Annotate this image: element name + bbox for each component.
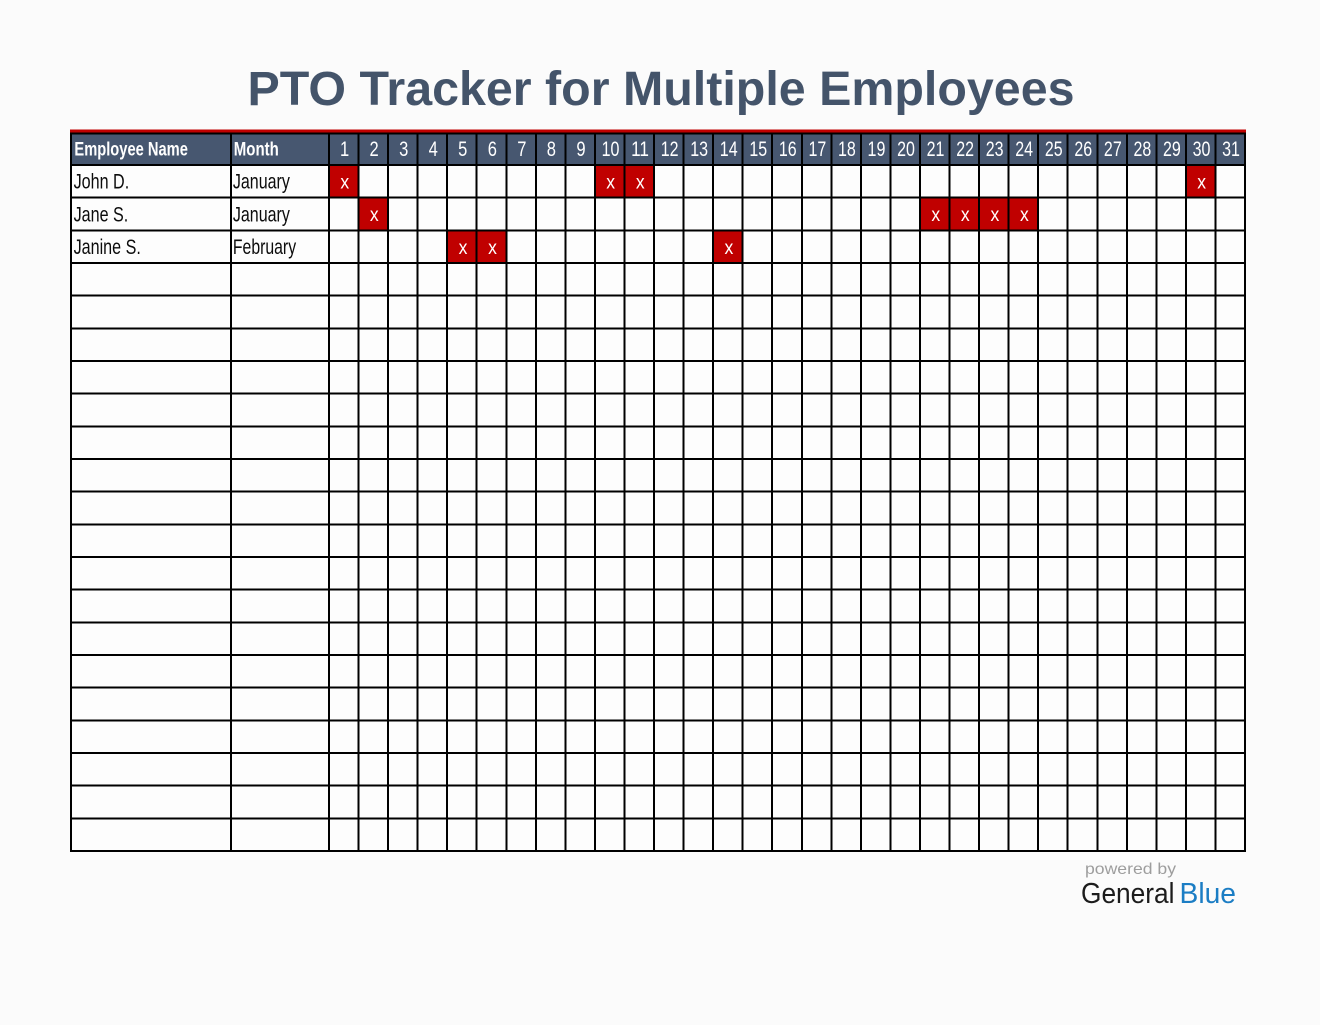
svg-text:10: 10 [602,138,620,161]
svg-text:x: x [961,204,970,226]
svg-text:22: 22 [956,138,974,161]
svg-text:x: x [636,172,645,194]
svg-text:January: January [233,171,290,194]
svg-text:14: 14 [720,138,738,161]
svg-text:18: 18 [838,138,856,161]
svg-text:January: January [233,203,290,226]
svg-text:x: x [1020,204,1029,226]
svg-text:x: x [990,204,999,226]
svg-text:powered by: powered by [1085,861,1176,878]
svg-text:5: 5 [458,138,467,161]
svg-text:7: 7 [517,138,526,161]
svg-text:11: 11 [631,138,649,161]
svg-text:Janine S.: Janine S. [74,236,141,259]
svg-text:30: 30 [1193,138,1211,161]
svg-text:20: 20 [897,138,915,161]
svg-text:25: 25 [1045,138,1063,161]
svg-text:Blue: Blue [1180,878,1237,910]
svg-text:x: x [725,237,734,259]
svg-text:John D.: John D. [74,171,130,194]
svg-text:February: February [233,236,297,259]
svg-text:x: x [931,204,940,226]
svg-text:13: 13 [690,138,708,161]
svg-text:PTO Tracker for Multiple Emplo: PTO Tracker for Multiple Employees [248,63,1075,116]
svg-text:17: 17 [808,138,826,161]
svg-text:28: 28 [1133,138,1151,161]
svg-text:x: x [459,237,468,259]
svg-text:24: 24 [1015,138,1033,161]
svg-text:2: 2 [370,138,379,161]
svg-text:26: 26 [1074,138,1092,161]
svg-text:8: 8 [547,138,556,161]
svg-text:21: 21 [927,138,945,161]
svg-text:x: x [340,172,349,194]
svg-text:x: x [1197,172,1206,194]
svg-text:31: 31 [1222,138,1240,161]
svg-text:12: 12 [661,138,679,161]
svg-text:x: x [370,204,379,226]
svg-text:4: 4 [429,138,438,161]
svg-text:6: 6 [488,138,497,161]
svg-text:Month: Month [234,139,279,161]
svg-text:15: 15 [749,138,767,161]
svg-text:x: x [488,237,497,259]
svg-text:General: General [1081,878,1175,910]
svg-text:3: 3 [399,138,408,161]
svg-text:16: 16 [779,138,797,161]
svg-text:23: 23 [986,138,1004,161]
svg-text:29: 29 [1163,138,1181,161]
svg-text:Employee Name: Employee Name [74,139,188,161]
svg-text:1: 1 [340,138,349,161]
svg-text:9: 9 [576,138,585,161]
svg-text:Jane S.: Jane S. [74,203,129,226]
svg-text:19: 19 [868,138,886,161]
svg-text:27: 27 [1104,138,1122,161]
svg-text:x: x [606,172,615,194]
